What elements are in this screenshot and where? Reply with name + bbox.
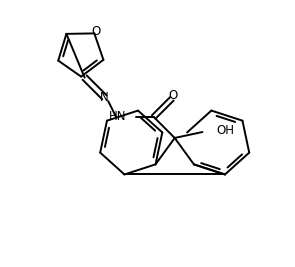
Text: OH: OH	[216, 124, 234, 136]
Text: O: O	[168, 89, 178, 102]
Text: O: O	[92, 25, 101, 38]
Text: N: N	[100, 91, 109, 104]
Text: HN: HN	[109, 111, 126, 123]
